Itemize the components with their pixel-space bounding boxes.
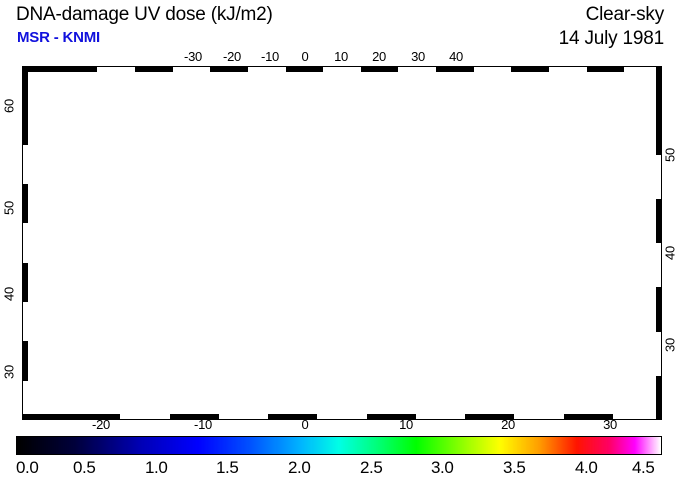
axis-right-tick-label: 30 — [662, 338, 678, 352]
axis-top-tick-label: 30 — [411, 49, 425, 64]
colorbar-tick-label: 3.0 — [431, 458, 454, 477]
colorbar-canvas — [17, 437, 661, 454]
axis-bottom-tick-label: -10 — [194, 417, 212, 432]
axis-bottom-tick-label: 0 — [301, 417, 309, 432]
axis-bottom-tick-label: 10 — [399, 417, 413, 432]
axis-top-tick-label: 0 — [301, 49, 309, 64]
axis-top-tick-label: 10 — [334, 49, 348, 64]
page-title: DNA-damage UV dose (kJ/m2) — [16, 4, 273, 25]
map-panel — [22, 66, 662, 420]
axis-left-tick-label: 30 — [1, 365, 17, 379]
axis-top-tick-label: 20 — [372, 49, 386, 64]
colorbar-tick-label: 1.0 — [145, 458, 168, 477]
colorbar-tick-label: 3.5 — [503, 458, 526, 477]
axis-band-right — [656, 66, 662, 420]
colorbar-tick-label: 2.5 — [360, 458, 383, 477]
axis-left-tick-label: 40 — [1, 287, 17, 301]
institution-label: MSR - KNMI — [17, 29, 100, 46]
colorbar-panel: 0.0 0.5 1.0 1.5 2.0 2.5 3.0 3.5 4.0 4.5 — [16, 436, 662, 478]
axis-band-bottom — [22, 414, 662, 420]
colorbar-tick-label: 0.0 — [16, 458, 39, 477]
axis-band-top — [22, 66, 662, 72]
axis-top-tick-label: 40 — [449, 49, 463, 64]
axis-right-tick-label: 40 — [662, 246, 678, 260]
axis-bottom-tick-label: 20 — [501, 417, 515, 432]
colorbar-tick-label: 2.0 — [288, 458, 311, 477]
map-frame-border — [22, 66, 662, 420]
axis-bottom-tick-label: 30 — [603, 417, 617, 432]
axis-left-tick-label: 60 — [1, 99, 17, 113]
axis-bottom-tick-label: -20 — [92, 417, 110, 432]
axis-top-tick-label: -30 — [184, 49, 202, 64]
colorbar-tick-label: 4.5 — [632, 458, 655, 477]
colorbar-gradient — [16, 436, 662, 455]
axis-band-left — [22, 66, 28, 420]
colorbar-tick-label: 1.5 — [216, 458, 239, 477]
colorbar-tick-label: 0.5 — [73, 458, 96, 477]
axis-left-tick-label: 50 — [1, 201, 17, 215]
colorbar-tick-label: 4.0 — [575, 458, 598, 477]
axis-top-tick-label: -10 — [261, 49, 279, 64]
sky-condition-label: Clear-sky — [585, 4, 665, 25]
axis-right-tick-label: 50 — [662, 148, 678, 162]
date-label: 14 July 1981 — [558, 28, 665, 49]
axis-top-tick-label: -20 — [223, 49, 241, 64]
